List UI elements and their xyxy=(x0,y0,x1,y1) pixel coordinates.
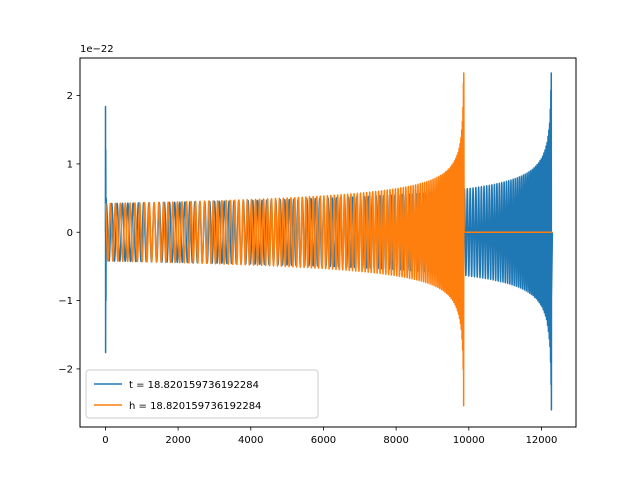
legend-label-t: t = 18.820159736192284 xyxy=(129,380,259,391)
x-tick-label: 12000 xyxy=(526,435,558,446)
legend-label-h: h = 18.820159736192284 xyxy=(129,401,261,412)
y-tick-label: 2 xyxy=(67,91,73,102)
series-line-t xyxy=(104,72,554,411)
x-tick-label: 2000 xyxy=(165,435,190,446)
legend: t = 18.820159736192284 h = 18.8201597361… xyxy=(85,369,319,419)
y-tick-label: −1 xyxy=(58,296,73,307)
plot-frame xyxy=(79,57,577,428)
offset-label: 1e−22 xyxy=(80,44,114,55)
x-tick-label: 4000 xyxy=(238,435,263,446)
y-tick-label: 1 xyxy=(67,159,73,170)
x-tick-label: 6000 xyxy=(311,435,336,446)
series-line-h xyxy=(104,72,553,407)
x-tick-label: 8000 xyxy=(383,435,408,446)
y-tick-label: −2 xyxy=(58,364,73,375)
x-tick-label: 0 xyxy=(102,435,108,446)
legend-box xyxy=(85,369,319,419)
x-tick-label: 10000 xyxy=(453,435,485,446)
y-tick-label: 0 xyxy=(67,228,73,239)
